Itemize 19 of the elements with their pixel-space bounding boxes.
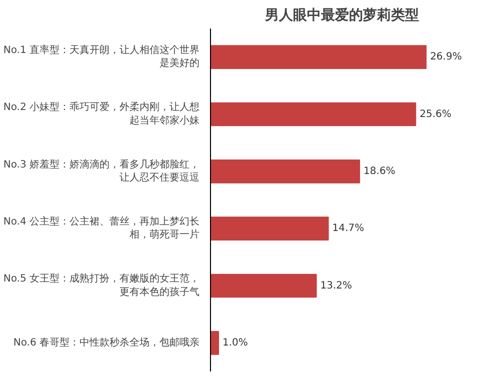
y-tick-label: No.1 直率型：天真开朗，让人相信这个世界是美好的: [3, 44, 200, 70]
bar: [210, 274, 317, 298]
data-label: 18.6%: [364, 166, 396, 177]
bar: [210, 102, 416, 126]
data-label: 14.7%: [332, 223, 364, 234]
y-tick-label: No.2 小妹型：乖巧可爱，外柔内刚，让人想起当年邻家小妹: [3, 101, 200, 126]
bar: [210, 216, 329, 241]
bar: [210, 159, 360, 184]
data-label: 25.6%: [420, 108, 452, 120]
data-label: 1.0%: [222, 337, 248, 348]
data-label: 26.9%: [430, 52, 462, 63]
bar: [210, 45, 427, 70]
data-label: 13.2%: [320, 280, 352, 292]
y-tick-label: No.4 公主型：公主裙、蕾丝，再加上梦幻长相，萌死哥一片: [3, 215, 200, 241]
y-tick-label: No.5 女王型：成熟打扮，有嫩版的女王范，更有本色的孩子气: [3, 272, 200, 298]
y-tick-label: No.6 春哥型：中性款秒杀全场，包邮哦亲: [13, 336, 200, 348]
bar: [210, 330, 220, 355]
y-tick-label: No.3 娇羞型：娇滴滴的，看多几秒都脸红，让人忍不住要逗逗: [3, 158, 200, 184]
chart-title: 男人眼中最爱的萝莉类型: [264, 6, 419, 24]
